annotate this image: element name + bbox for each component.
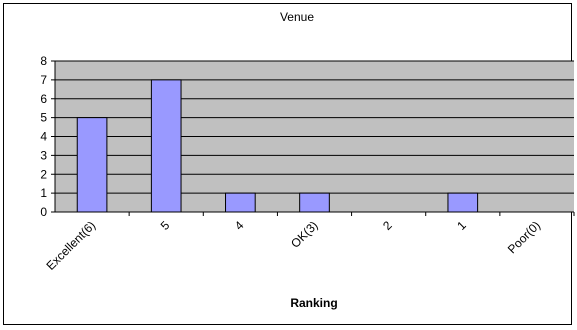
y-tick-label: 1	[40, 186, 47, 200]
chart-title: Venue	[280, 10, 314, 24]
y-tick-label: 4	[40, 130, 47, 144]
bar	[76, 117, 108, 213]
bar	[150, 79, 182, 213]
bars	[76, 79, 479, 213]
x-tick-label: 4	[232, 218, 247, 233]
x-axis-label: Ranking	[290, 296, 337, 310]
y-axis-ticks: 0 1 2 3 4 5 6 7 8	[40, 54, 55, 219]
y-tick-label: 3	[40, 148, 47, 162]
gridlines	[55, 60, 574, 194]
bar	[299, 192, 330, 213]
bar	[225, 192, 256, 213]
y-tick-label: 0	[40, 205, 47, 219]
bar	[447, 192, 479, 213]
x-tick-label: Excellent(6)	[43, 218, 98, 273]
x-axis-ticks: Excellent(6) 5 4 OK(3) 2 1 Poor(0)	[43, 212, 575, 273]
y-tick-label: 5	[40, 111, 47, 125]
x-tick-label: Poor(0)	[505, 218, 543, 256]
y-tick-label: 8	[40, 54, 47, 68]
y-tick-label: 2	[40, 167, 47, 181]
x-tick-label: 2	[380, 218, 395, 233]
y-tick-label: 6	[40, 92, 47, 106]
y-tick-label: 7	[40, 73, 47, 87]
x-tick-label: 1	[454, 218, 469, 233]
x-tick-label: 5	[158, 218, 173, 233]
x-tick-label: OK(3)	[288, 218, 321, 251]
